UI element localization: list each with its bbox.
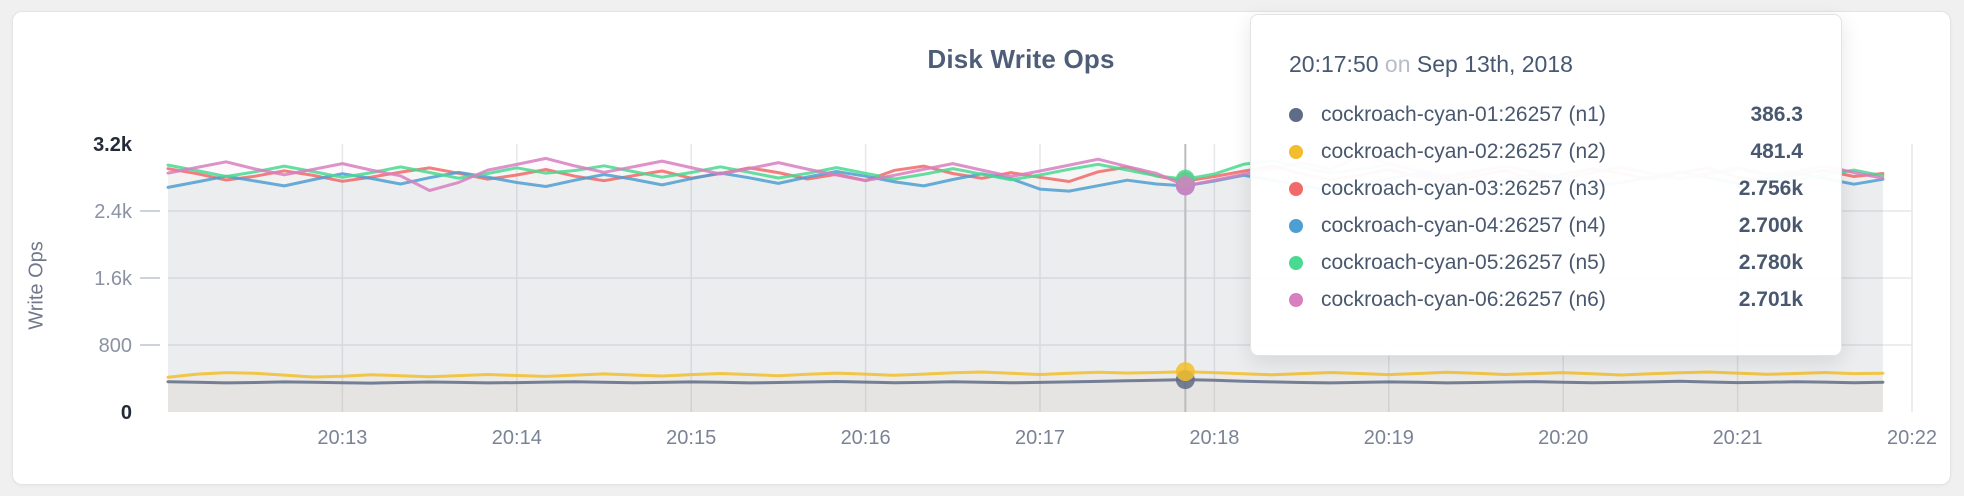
series-value: 2.701k — [1738, 287, 1803, 311]
series-label: cockroach-cyan-05:26257 (n5) — [1321, 250, 1606, 274]
tooltip-row: cockroach-cyan-01:26257 (n1) 386.3 — [1289, 96, 1803, 133]
y-tick-label: 3.2k — [93, 134, 133, 156]
series-dot-icon — [1289, 107, 1303, 122]
tooltip-row: cockroach-cyan-06:26257 (n6) 2.701k — [1289, 281, 1803, 318]
tooltip-row: cockroach-cyan-02:26257 (n2) 481.4 — [1289, 133, 1803, 170]
tooltip-header: 20:17:50 on Sep 13th, 2018 — [1289, 51, 1803, 78]
x-tick-label: 20:15 — [666, 427, 716, 449]
series-dot-icon — [1289, 255, 1303, 270]
tooltip-conjunction: on — [1384, 51, 1411, 77]
y-tick-label: 2.4k — [94, 201, 133, 223]
y-tick-label: 1.6k — [94, 268, 133, 290]
tooltip-row: cockroach-cyan-03:26257 (n3) 2.756k — [1289, 170, 1803, 207]
tooltip-date: Sep 13th, 2018 — [1416, 51, 1573, 77]
series-dot-icon — [1289, 144, 1303, 159]
y-tick-label: 0 — [121, 402, 132, 424]
x-tick-label: 20:17 — [1015, 427, 1065, 449]
tooltip-row: cockroach-cyan-04:26257 (n4) 2.700k — [1289, 207, 1803, 244]
series-line-n2 — [166, 370, 1885, 379]
hover-dot-n2 — [1175, 362, 1195, 382]
hover-tooltip: 20:17:50 on Sep 13th, 2018 cockroach-cya… — [1250, 14, 1842, 356]
series-label: cockroach-cyan-02:26257 (n2) — [1321, 139, 1606, 163]
x-tick-label: 20:20 — [1538, 427, 1588, 449]
series-dot-icon — [1289, 218, 1303, 233]
series-area — [168, 379, 1883, 412]
series-value: 2.700k — [1738, 213, 1803, 237]
series-dot-icon — [1289, 292, 1303, 307]
x-tick-label: 20:14 — [492, 427, 542, 449]
chart-title: Disk Write Ops — [927, 44, 1115, 74]
y-axis-title: Write Ops — [25, 241, 48, 330]
x-tick-label: 20:22 — [1887, 427, 1937, 449]
x-tick-label: 20:16 — [841, 427, 891, 449]
x-tick-label: 20:18 — [1189, 427, 1239, 449]
series-value: 2.756k — [1738, 176, 1803, 200]
series-label: cockroach-cyan-06:26257 (n6) — [1321, 287, 1606, 311]
x-tick-label: 20:19 — [1364, 427, 1414, 449]
series-label: cockroach-cyan-04:26257 (n4) — [1321, 213, 1606, 237]
x-tick-label: 20:13 — [317, 427, 367, 449]
x-tick-label: 20:21 — [1713, 427, 1763, 449]
series-label: cockroach-cyan-01:26257 (n1) — [1321, 102, 1606, 126]
series-label: cockroach-cyan-03:26257 (n3) — [1321, 176, 1606, 200]
series-value: 2.780k — [1738, 250, 1803, 274]
series-value: 481.4 — [1750, 139, 1803, 163]
tooltip-time: 20:17:50 — [1289, 51, 1379, 77]
series-dot-icon — [1289, 181, 1303, 196]
hover-dot-n6 — [1175, 176, 1195, 196]
series-value: 386.3 — [1750, 102, 1803, 126]
tooltip-row: cockroach-cyan-05:26257 (n5) 2.780k — [1289, 244, 1803, 281]
y-tick-label: 800 — [99, 335, 132, 357]
series-line-n1 — [166, 378, 1885, 385]
